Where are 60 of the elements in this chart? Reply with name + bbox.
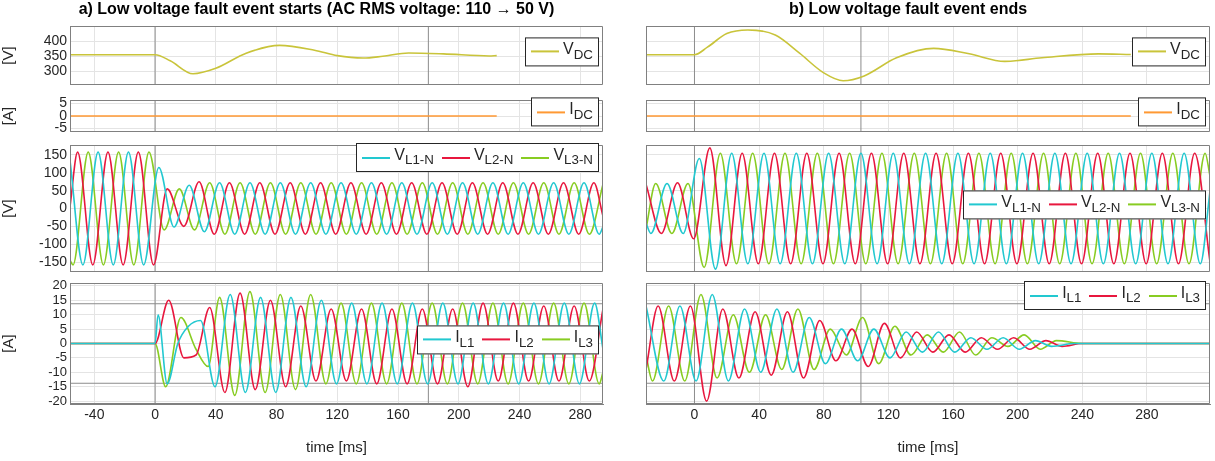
y-axis-title: [A] <box>0 334 17 353</box>
x-tick-label: 200 <box>447 406 471 423</box>
y-tick-label: -5 <box>55 349 67 365</box>
legend-label: V$_{L2-N}$ <box>1080 191 1121 217</box>
y-tick-label: 5 <box>59 320 67 336</box>
y-tick-label: 10 <box>52 306 67 322</box>
chart-title: b) Low voltage fault event ends <box>787 0 1029 18</box>
y-tick-label: 100 <box>43 163 68 180</box>
legend-label: I$_{L1}$ <box>455 326 475 352</box>
legend-label: I$_{DC}$ <box>569 99 593 124</box>
y-tick-label: 50 <box>51 181 68 198</box>
legend-label: I$_{L3}$ <box>573 326 593 352</box>
y-tick-label: 150 <box>43 145 68 162</box>
legend-label: V$_{L3-N}$ <box>1160 191 1200 217</box>
x-tick-label: 80 <box>268 406 285 423</box>
legend-label: V$_{L3-N}$ <box>553 145 593 170</box>
y-axis-title: [A] <box>0 106 17 126</box>
legend-label: I$_{DC}$ <box>1176 99 1200 124</box>
chart-title: a) Low voltage fault event starts (AC RMS voltage: 110 → 50 V) <box>77 0 556 18</box>
legend-label: V$_{DC}$ <box>1170 38 1200 64</box>
x-tick-label: 0 <box>690 406 699 423</box>
y-axis-title: [V] <box>0 199 17 218</box>
x-axis-title: time [ms] <box>306 438 367 456</box>
x-tick-label: 280 <box>568 406 593 423</box>
x-tick-label: 160 <box>386 406 410 423</box>
x-tick-label: 40 <box>207 406 224 423</box>
x-tick-label: 280 <box>1135 406 1159 423</box>
y-tick-label: 350 <box>43 47 68 64</box>
y-tick-label: -10 <box>48 363 67 379</box>
y-tick-label: 20 <box>52 277 67 293</box>
legend-label: I$_{L2}$ <box>514 326 534 352</box>
y-tick-label: -15 <box>48 378 67 394</box>
x-tick-label: 200 <box>1006 406 1030 423</box>
legend-label: V$_{L1-N}$ <box>1001 191 1041 217</box>
x-tick-label: 120 <box>876 406 901 423</box>
y-tick-label: 0 <box>59 199 68 216</box>
x-tick-label: 40 <box>751 406 768 423</box>
y-tick-label: 400 <box>43 31 68 48</box>
legend-label: V$_{DC}$ <box>563 38 593 64</box>
x-tick-label: 240 <box>1070 406 1095 423</box>
y-tick-label: -150 <box>38 252 68 269</box>
x-tick-label: 80 <box>815 406 832 423</box>
y-tick-label: -20 <box>48 392 67 408</box>
x-tick-label: 160 <box>941 406 965 423</box>
legend-label: V$_{L2-N}$ <box>473 145 514 170</box>
y-tick-label: -100 <box>38 235 68 252</box>
x-tick-label: 120 <box>325 406 350 423</box>
y-tick-label: -50 <box>46 217 68 234</box>
x-tick-label: -40 <box>84 406 105 423</box>
x-axis-title: time [ms] <box>897 438 959 456</box>
x-tick-label: 0 <box>151 406 160 423</box>
y-axis-title: [V] <box>0 46 17 65</box>
legend-label: I$_{L1}$ <box>1062 283 1082 308</box>
y-tick-label: 300 <box>43 62 68 79</box>
y-tick-label: 0 <box>59 335 67 351</box>
legend-label: I$_{L3}$ <box>1180 283 1200 308</box>
x-tick-label: 240 <box>507 406 532 423</box>
legend-label: I$_{L2}$ <box>1121 283 1141 308</box>
y-tick-label: 15 <box>52 291 67 307</box>
legend-label: V$_{L1-N}$ <box>394 145 434 170</box>
